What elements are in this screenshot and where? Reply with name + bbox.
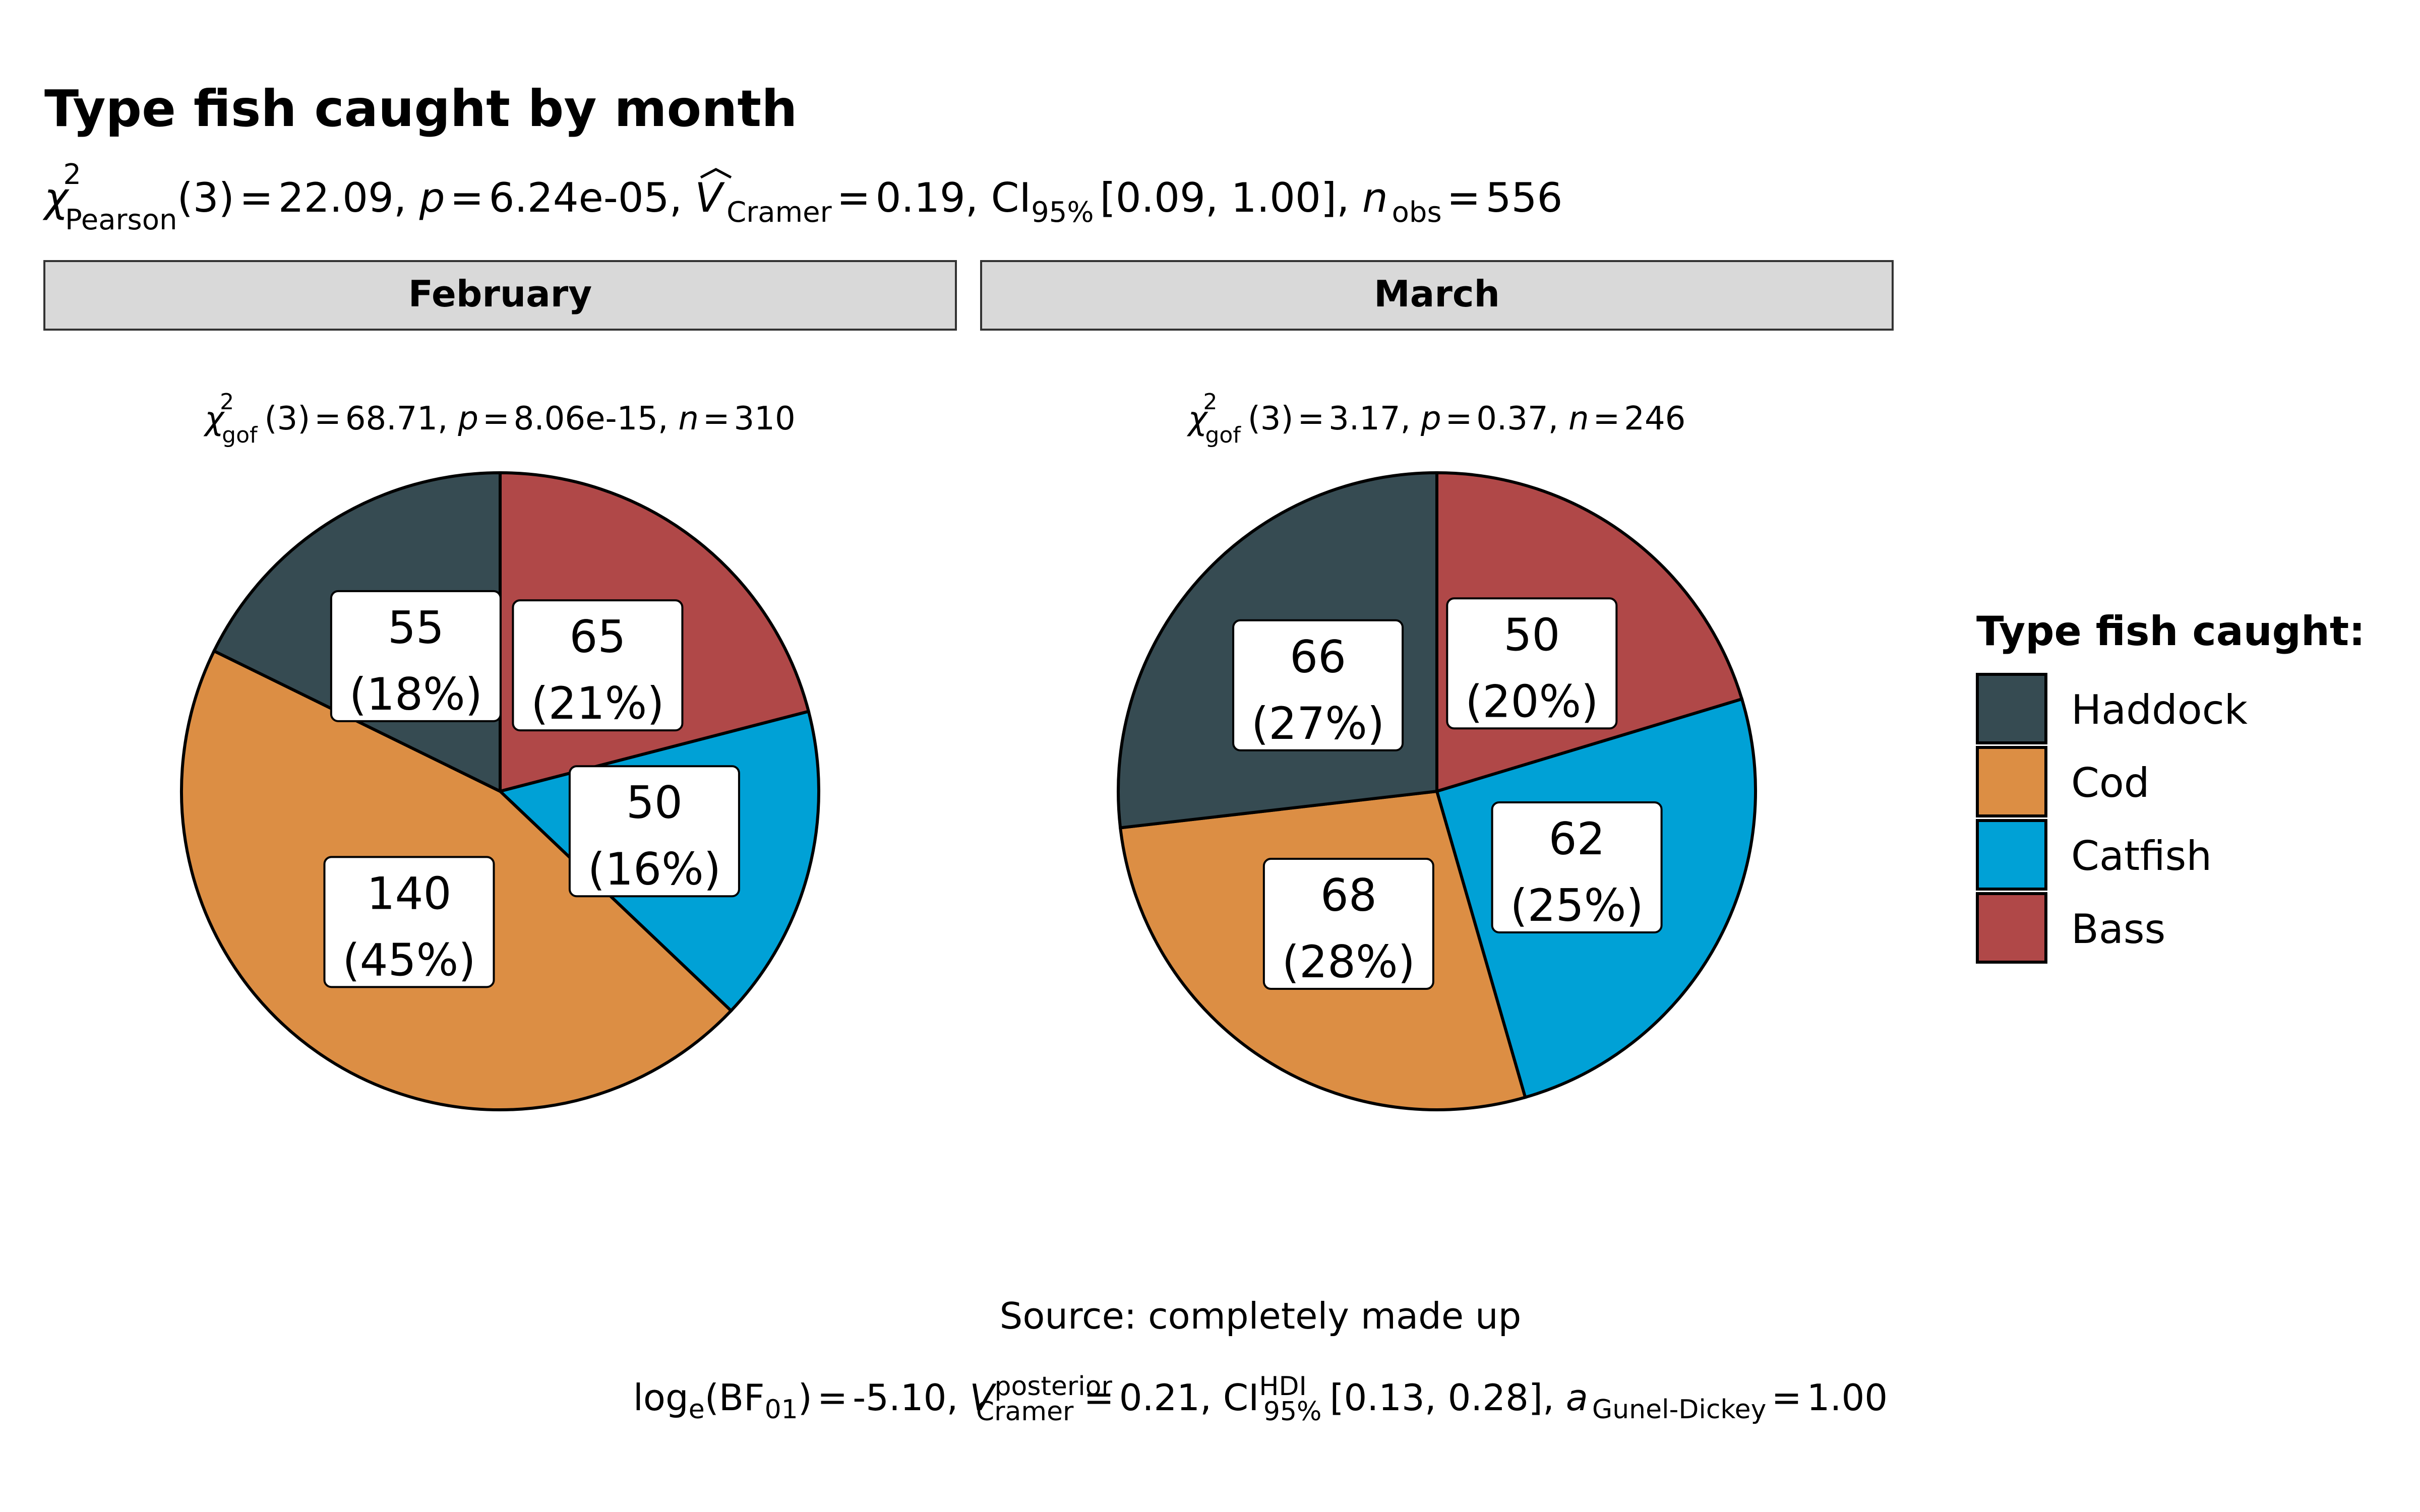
- subtitle-ci-sub: 95%: [1031, 196, 1094, 229]
- slice-percent-label: (16%): [588, 843, 721, 895]
- legend-swatch: [1976, 673, 2047, 744]
- slice-label-haddock: 55 (18%): [330, 590, 502, 722]
- subtitle-df: (3): [177, 174, 234, 221]
- legend-label: Haddock: [2071, 686, 2248, 733]
- chart-subtitle: χ2 Pearson(3) = 22.09, p = 6.24e-05, V Cramer =…: [42, 158, 1562, 236]
- subtitle-v-hat: [700, 168, 732, 179]
- legend-swatch: [1976, 819, 2047, 891]
- slice-label-catfish: 50 (16%): [568, 765, 740, 898]
- caption: Source: completely made up: [1000, 1295, 1522, 1337]
- slice-count-label: 50: [626, 777, 683, 829]
- slice-percent-label: (21%): [531, 677, 664, 729]
- subtitle-p-label: p: [419, 174, 445, 221]
- subtitle-n-label: n: [1362, 174, 1388, 221]
- legend-label: Catfish: [2071, 833, 2212, 879]
- legend-item-cod: Cod: [1976, 746, 2150, 817]
- subtitle-chi: χ: [42, 174, 70, 221]
- slice-count-label: 55: [388, 602, 444, 654]
- strip-february: February: [43, 260, 957, 331]
- legend: Type fish caught: Haddock Cod Catfish Bass: [1976, 608, 2365, 964]
- slice-label-bass: 65 (21%): [512, 599, 684, 732]
- slice-label-catfish: 62 (25%): [1491, 801, 1663, 933]
- slice-count-label: 62: [1549, 813, 1605, 865]
- slice-label-haddock: 66 (27%): [1232, 619, 1404, 751]
- pies: 65 (21%) 50 (16%) 140 (45%) 55 (18%) 50 (20%) 62 (2…: [180, 471, 1757, 1111]
- panel-stats-march: χ2 gof (3) = 3.17, p = 0.37, n = 246: [1187, 389, 1686, 448]
- strip-label-march: March: [1374, 273, 1500, 315]
- legend-item-bass: Bass: [1976, 892, 2165, 964]
- slice-count-label: 140: [367, 867, 451, 919]
- slice-label-cod: 68 (28%): [1262, 858, 1434, 990]
- slice-percent-label: (20%): [1465, 675, 1598, 727]
- slice-label-cod: 140 (45%): [323, 856, 495, 988]
- panel-stats-february: χ2 gof (3) = 68.71, p = 8.06e-15, n = 310: [203, 389, 795, 448]
- subtitle-n-sub: obs: [1392, 196, 1442, 229]
- subtitle-v-value: 0.19: [876, 174, 965, 221]
- slice-percent-label: (18%): [349, 668, 482, 720]
- legend-label: Bass: [2071, 906, 2165, 953]
- slice-count-label: 66: [1290, 631, 1346, 683]
- slice-percent-label: (28%): [1282, 936, 1415, 988]
- bayes-line: loge(BF01) = -5.10, Vposterior Cramer = 0.21,…: [633, 1371, 1888, 1427]
- subtitle-p-value: 6.24e-05: [489, 174, 670, 221]
- subtitle-ci-label: CI: [991, 174, 1031, 221]
- subtitle-chi-sup: 2: [63, 158, 81, 191]
- legend-item-haddock: Haddock: [1976, 673, 2248, 744]
- subtitle-v-label: V: [695, 174, 725, 221]
- slice-count-label: 68: [1320, 869, 1377, 921]
- subtitle-v-sub: Cramer: [727, 196, 832, 229]
- slice-percent-label: (45%): [342, 934, 475, 986]
- subtitle-n-value: 556: [1486, 174, 1563, 221]
- slice-percent-label: (27%): [1251, 698, 1384, 749]
- subtitle-ci-value: [0.09, 1.00]: [1100, 174, 1337, 221]
- slice-count-label: 50: [1503, 609, 1560, 661]
- legend-swatch: [1976, 892, 2047, 964]
- strip-label-february: February: [408, 273, 592, 315]
- pie-february: 65 (21%) 50 (16%) 140 (45%) 55 (18%): [180, 471, 820, 1111]
- slice-label-bass: 50 (20%): [1446, 597, 1618, 730]
- subtitle-chi-sub: Pearson: [65, 204, 177, 236]
- legend-swatch: [1976, 746, 2047, 817]
- legend-label: Cod: [2071, 760, 2150, 806]
- slice-percent-label: (25%): [1510, 879, 1643, 931]
- slice-count-label: 65: [569, 611, 626, 663]
- strip-march: March: [980, 260, 1894, 331]
- legend-title: Type fish caught:: [1976, 608, 2365, 655]
- subtitle-stat: 22.09: [278, 174, 394, 221]
- legend-item-catfish: Catfish: [1976, 819, 2212, 891]
- chart-title: Type fish caught by month: [44, 79, 797, 138]
- pie-march: 50 (20%) 62 (25%) 68 (28%) 66 (27%): [1117, 471, 1757, 1111]
